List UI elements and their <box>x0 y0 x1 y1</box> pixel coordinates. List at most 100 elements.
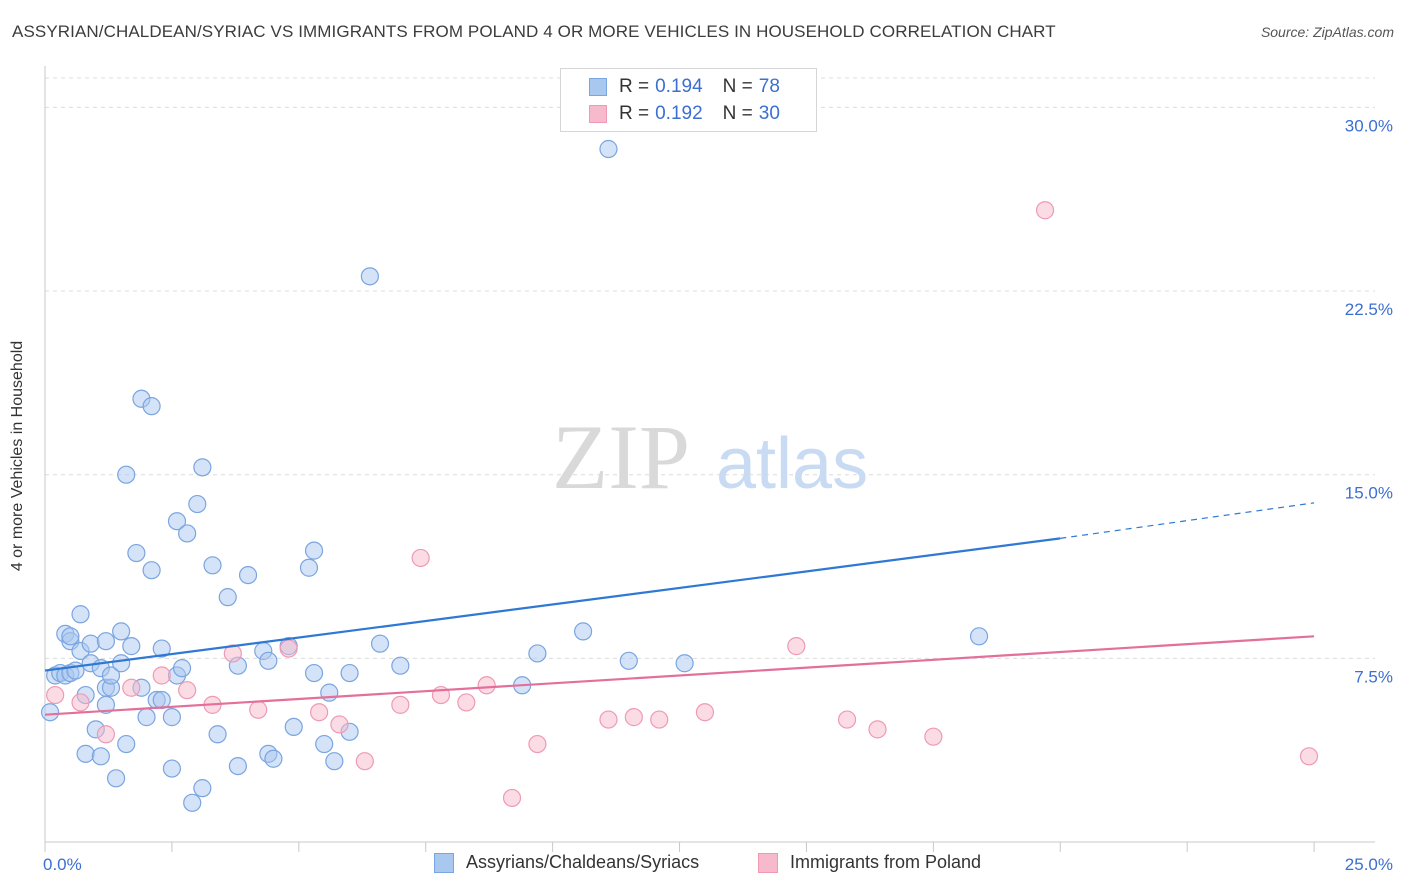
data-point-assyrians <box>238 565 258 585</box>
legend-n-value: 78 <box>758 76 780 97</box>
data-point-assyrians <box>315 734 334 754</box>
data-point-poland <box>223 644 242 663</box>
data-point-assyrians <box>188 494 207 514</box>
data-point-poland <box>355 752 374 771</box>
data-point-assyrians <box>142 561 161 580</box>
data-point-assyrians <box>370 634 390 653</box>
bottom-legend-swatch-blue <box>434 852 454 873</box>
legend-r-value: 0.192 <box>655 103 703 124</box>
data-point-assyrians <box>96 632 116 651</box>
data-point-assyrians <box>142 397 161 416</box>
data-point-poland <box>1035 201 1055 220</box>
data-point-poland <box>924 727 943 746</box>
data-point-poland <box>457 693 476 712</box>
trend-line-assyrians-extension <box>1060 502 1315 539</box>
data-point-poland <box>310 703 329 722</box>
legend-r-label: R = <box>619 76 650 97</box>
data-point-poland <box>477 676 496 695</box>
source-label: Source: ZipAtlas.com <box>1260 24 1394 40</box>
data-point-assyrians <box>619 651 638 670</box>
trend-lines-layer <box>44 502 1315 716</box>
data-point-assyrians <box>299 558 319 577</box>
data-point-assyrians <box>162 708 182 727</box>
data-point-assyrians <box>101 666 121 685</box>
data-point-poland <box>528 734 547 754</box>
bottom-legend: Assyrians/Chaldeans/Syriacs Immigrants f… <box>0 852 1406 876</box>
data-point-poland <box>71 693 90 712</box>
data-point-poland <box>624 708 643 727</box>
data-point-assyrians <box>167 512 187 531</box>
data-point-assyrians <box>152 690 171 710</box>
data-point-assyrians <box>203 556 222 575</box>
data-point-assyrians <box>172 659 192 678</box>
data-point-poland <box>249 700 268 719</box>
data-point-poland <box>330 715 349 734</box>
bottom-legend-label-assyrians: Assyrians/Chaldeans/Syriacs <box>466 852 700 872</box>
bottom-legend-assyrians: Assyrians/Chaldeans/Syriacs <box>434 852 699 873</box>
legend-swatch-pink <box>589 105 607 123</box>
legend-n-label: N = <box>722 103 753 124</box>
data-point-assyrians <box>304 663 324 683</box>
data-point-assyrians <box>81 634 100 653</box>
data-point-assyrians <box>117 465 136 484</box>
watermark-zip: ZIP <box>552 406 690 508</box>
data-point-assyrians <box>127 543 146 563</box>
data-point-assyrians <box>208 725 227 744</box>
trend-line-poland <box>44 635 1315 716</box>
legend-row-poland: R = 0.192 N = 30 <box>589 102 780 126</box>
data-point-assyrians <box>61 627 80 646</box>
data-point-assyrians <box>599 139 618 159</box>
axes-layer <box>44 66 1375 852</box>
y-tick-label: 7.5% <box>1354 667 1393 686</box>
watermark-atlas: atlas <box>716 424 868 504</box>
data-point-assyrians <box>91 747 110 766</box>
data-point-assyrians <box>152 639 171 658</box>
data-point-assyrians <box>40 703 60 722</box>
data-point-poland <box>96 725 116 744</box>
x-tick-label-max: 25.0% <box>1345 855 1393 874</box>
legend-n-label: N = <box>722 76 753 97</box>
data-point-assyrians <box>178 524 197 543</box>
legend-r-value: 0.194 <box>655 76 703 97</box>
data-point-assyrians <box>76 744 95 763</box>
data-point-assyrians <box>259 651 278 670</box>
data-point-assyrians <box>304 541 324 560</box>
x-tick-label-min: 0.0% <box>43 855 82 874</box>
y-tick-label: 30.0% <box>1345 116 1393 135</box>
data-point-poland <box>279 639 298 658</box>
data-point-assyrians <box>193 458 212 477</box>
bottom-legend-swatch-pink <box>758 852 778 873</box>
trend-line-assyrians <box>44 537 1061 672</box>
data-point-poland <box>411 548 430 568</box>
data-point-poland <box>599 710 618 729</box>
data-point-assyrians <box>112 622 131 641</box>
data-point-assyrians <box>573 622 593 641</box>
data-point-poland <box>650 710 669 729</box>
data-point-poland <box>152 666 171 685</box>
data-point-assyrians <box>391 656 410 675</box>
data-point-poland <box>502 788 522 808</box>
bottom-legend-label-poland: Immigrants from Poland <box>790 852 982 872</box>
data-point-poland <box>46 685 65 705</box>
data-point-assyrians <box>528 644 547 663</box>
data-point-poland <box>122 678 141 697</box>
points-layer <box>40 139 1319 812</box>
data-point-assyrians <box>162 759 182 778</box>
legend-r-label: R = <box>619 103 650 124</box>
data-point-assyrians <box>71 605 90 624</box>
data-point-assyrians <box>675 654 694 673</box>
y-axis-label: 4 or more Vehicles in Household <box>9 340 26 572</box>
data-point-poland <box>1299 747 1319 766</box>
data-point-poland <box>868 720 887 739</box>
legend: R = 0.194 N = 78 R = 0.192 N = 30 <box>560 68 817 132</box>
data-point-assyrians <box>112 654 131 673</box>
legend-row-assyrians: R = 0.194 N = 78 <box>589 75 780 99</box>
data-point-assyrians <box>183 793 202 812</box>
data-point-assyrians <box>340 663 359 683</box>
data-point-assyrians <box>264 749 283 768</box>
bottom-legend-poland: Immigrants from Poland <box>758 852 981 873</box>
data-point-assyrians <box>969 627 989 646</box>
y-tick-label: 22.5% <box>1345 300 1393 319</box>
data-point-assyrians <box>228 756 248 776</box>
